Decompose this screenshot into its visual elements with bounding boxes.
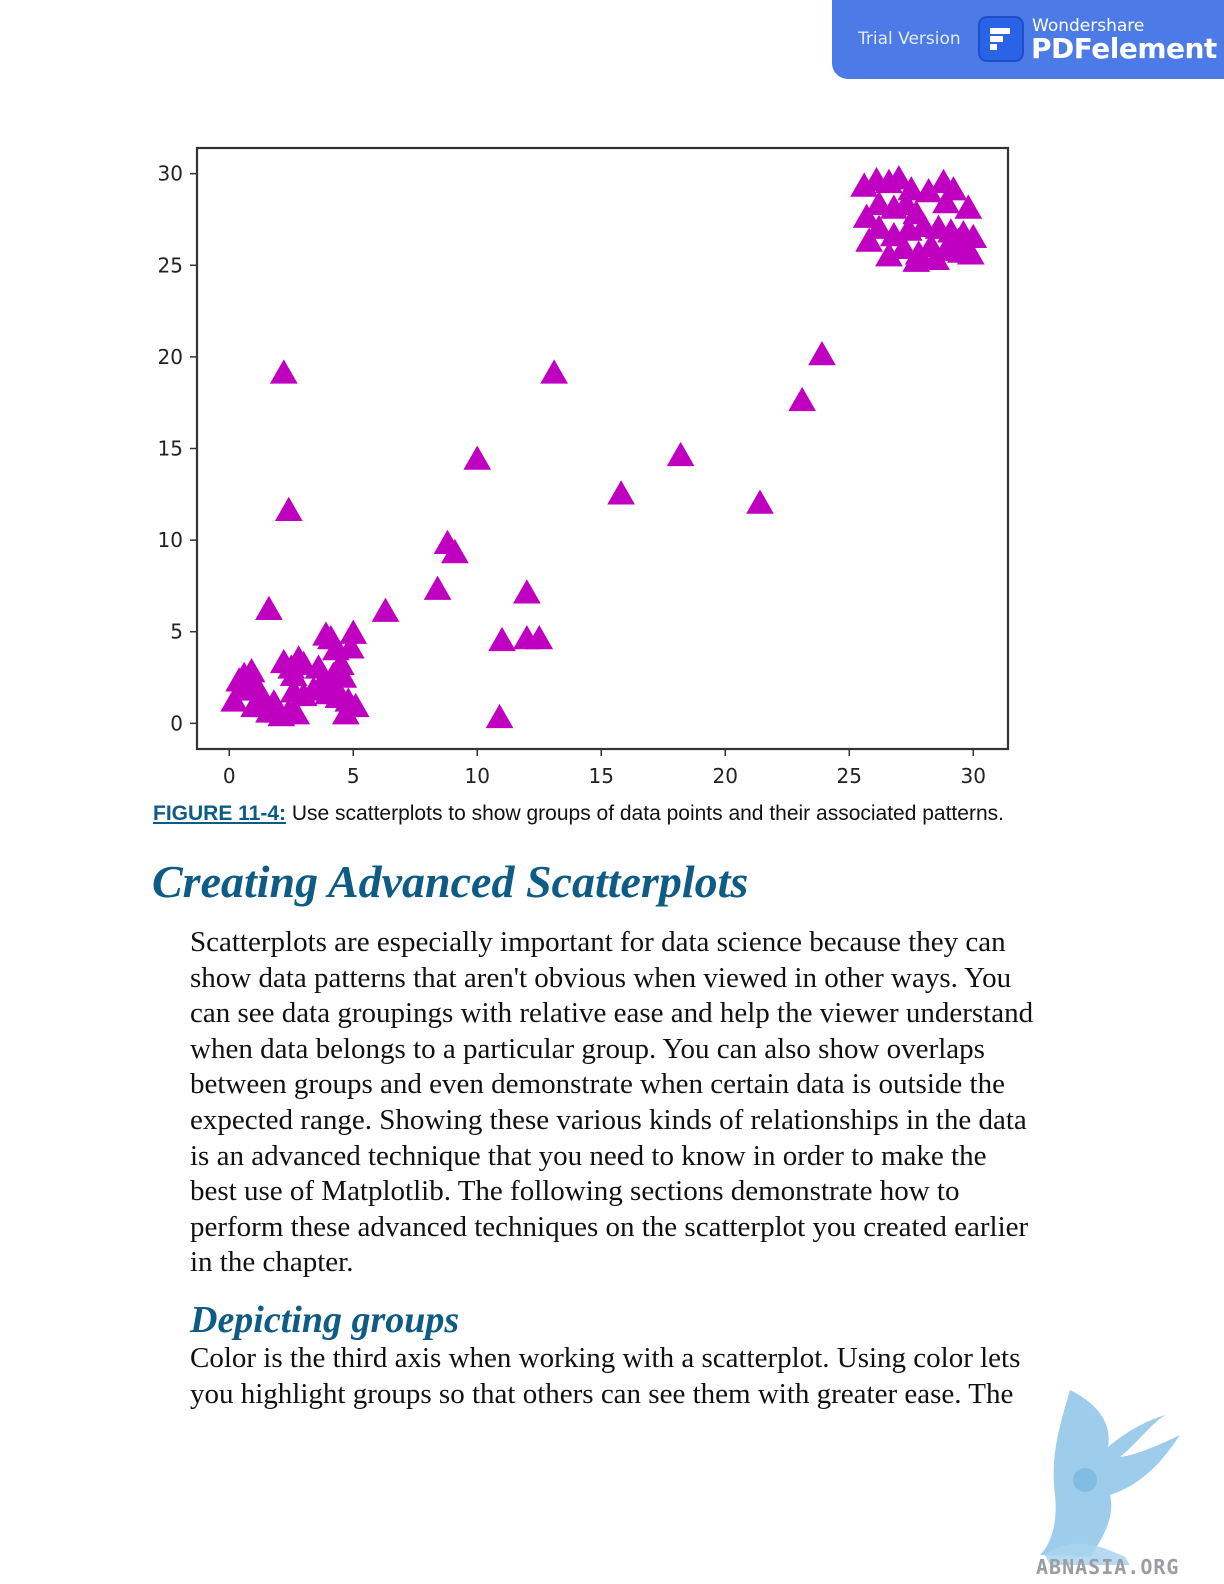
scatter-point [441,538,469,564]
scatter-point [341,692,370,718]
scatter-point [512,579,541,604]
scatter-point [666,441,695,467]
paragraph-line: show data patterns that aren't obvious w… [190,961,1012,994]
scatter-point [237,658,266,683]
body-paragraph: Scatterplots are especially important fo… [190,925,1070,1281]
x-tick-label: 25 [837,764,862,788]
scatter-point [322,674,350,699]
watermark-text: ABNASIA.ORG [1036,1555,1180,1579]
scatter-point [304,654,333,679]
scatter-point [282,700,311,725]
scatter-point [954,194,983,219]
scatter-point [932,188,960,214]
scatter-point [485,703,514,729]
pdfelement-logo-icon [978,16,1024,62]
body-paragraph-2: Color is the third axis when working wit… [190,1341,1070,1412]
scatter-point [947,238,975,263]
brand-wondershare: Wondershare [1032,16,1145,36]
scatter-point [255,595,283,620]
figure-link[interactable]: FIGURE 11-4: [153,802,287,825]
scatter-chart: 0 5 10 15 20 25 30 0 5 10 15 20 25 30 [158,146,1010,788]
scatter-point [607,480,635,505]
x-tick-label: 10 [465,764,490,788]
figure-caption: FIGURE 11-4: Use scatterplots to show gr… [153,802,1153,826]
x-tick-label: 30 [961,764,986,788]
section-heading: Creating Advanced Scatterplots [152,856,749,907]
paragraph-line: in the chapter. [190,1246,354,1279]
scatter-point [339,619,368,644]
subsection-heading: Depicting groups [190,1299,460,1341]
scatter-point [540,359,568,384]
y-tick-label: 10 [158,528,183,552]
trial-version-label: Trial Version [858,29,961,49]
paragraph-line: is an advanced technique that you need t… [190,1139,987,1172]
y-tick-label: 0 [170,711,183,735]
scatter-point [289,650,318,675]
y-tick-label: 20 [158,345,183,369]
paragraph-line: Color is the third axis when working wit… [190,1342,1021,1374]
x-tick-label: 15 [589,764,614,788]
y-tick-label: 5 [170,620,183,644]
scatter-point [525,625,554,650]
scatter-point [371,597,400,622]
scatter-point [865,214,893,239]
scatter-point [423,575,452,600]
paragraph-line: can see data groupings with relative eas… [190,997,1034,1030]
scatter-point [922,245,950,271]
scatter-point [463,445,492,470]
scatter-point [746,489,774,514]
y-tick-label: 30 [158,162,183,186]
scatter-point [274,496,303,522]
brand-pdfelement: PDFelement [1031,32,1217,65]
scatter-point [889,234,918,260]
scatter-point [852,203,881,228]
scatter-point [808,341,836,366]
scatter-point [885,165,913,190]
griffin-watermark-icon [1040,1390,1180,1565]
paragraph-line: between groups and even demonstrate when… [190,1068,1005,1101]
x-tick-label: 5 [347,764,360,788]
y-tick-label: 15 [158,437,183,461]
paragraph-line: when data belongs to a particular group.… [190,1032,985,1065]
x-tick-label: 20 [713,764,738,788]
scatter-point [855,227,883,252]
paragraph-line: you highlight groups so that others can … [190,1377,1014,1410]
scatter-point [269,359,298,384]
x-tick-label: 0 [223,764,236,788]
trial-banner[interactable]: Trial Version Wondershare PDFelement [832,0,1224,79]
paragraph-line: expected range. Showing these various ki… [190,1103,1027,1136]
scatter-point [336,634,365,659]
paragraph-line: perform these advanced techniques on the… [190,1210,1029,1243]
scatter-point [488,626,516,652]
scatter-point [788,386,817,412]
data-points [220,165,988,729]
scatter-point [902,247,931,272]
caption-text: Use scatterplots to show groups of data … [286,802,1004,825]
paragraph-line: best use of Matplotlib. The following se… [190,1175,960,1208]
paragraph-line: Scatterplots are especially important fo… [190,926,1006,958]
y-tick-label: 25 [158,253,183,277]
axis-ticks: 0 5 10 15 20 25 30 0 5 10 15 20 25 30 [158,162,986,788]
scatter-point [865,190,893,216]
